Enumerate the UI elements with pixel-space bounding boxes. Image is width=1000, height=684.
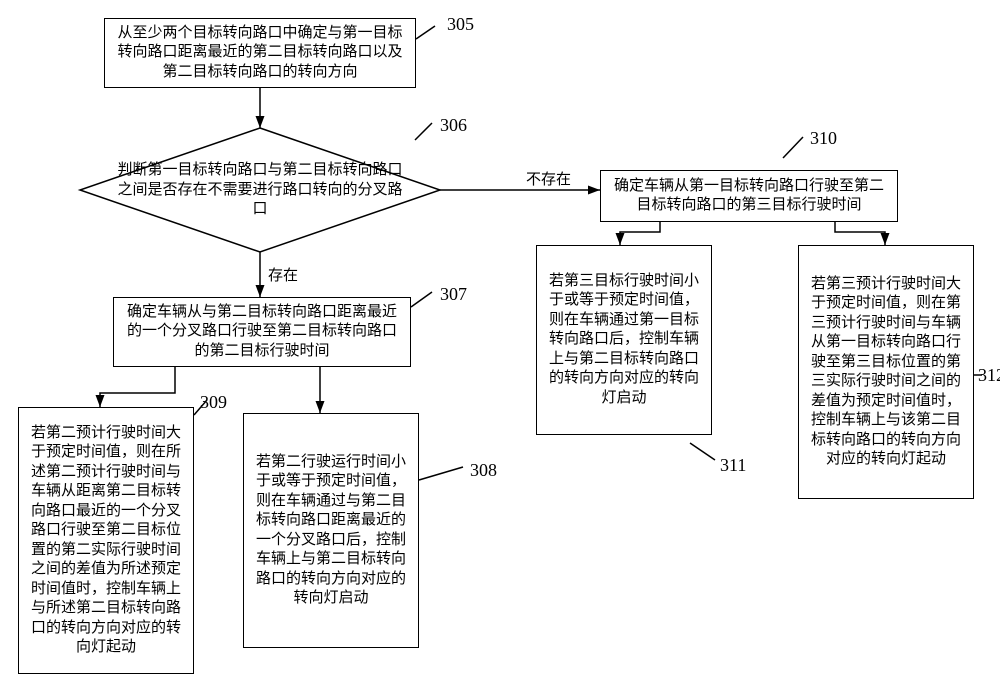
label-311: 311 [720, 455, 746, 476]
edge-3 [100, 367, 175, 407]
edge-9 [411, 292, 432, 307]
node-306-text: 判断第一目标转向路口与第二目标转向路口之间是否存在不需要进行路口转向的分叉路口 [116, 161, 404, 220]
node-307-text: 确定车辆从与第二目标转向路口距离最近的一个分叉路口行驶至第二目标转向路口的第二目… [120, 303, 404, 362]
edge-12 [783, 137, 803, 158]
node-310: 确定车辆从第一目标转向路口行驶至第二目标转向路口的第三目标行驶时间 [600, 170, 898, 222]
label-306: 306 [440, 115, 467, 136]
edge-5 [620, 222, 660, 245]
node-309-text: 若第二预计行驶时间大于预定时间值，则在所述第二预计行驶时间与车辆从距离第二目标转… [25, 424, 187, 658]
node-312: 若第三预计行驶时间大于预定时间值，则在第三预计行驶时间与车辆从第一目标转向路口行… [798, 245, 974, 499]
node-311: 若第三目标行驶时间小于或等于预定时间值，则在车辆通过第一目标转向路口后，控制车辆… [536, 245, 712, 435]
label-307: 307 [440, 284, 467, 305]
label-309: 309 [200, 392, 227, 413]
edge-6 [835, 222, 885, 245]
node-308: 若第二行驶运行时间小于或等于预定时间值，则在车辆通过与第二目标转向路口距离最近的… [243, 413, 419, 648]
node-307: 确定车辆从与第二目标转向路口距离最近的一个分叉路口行驶至第二目标转向路口的第二目… [113, 297, 411, 367]
node-305-text: 从至少两个目标转向路口中确定与第一目标转向路口距离最近的第二目标转向路口以及第二… [111, 24, 409, 83]
node-305: 从至少两个目标转向路口中确定与第一目标转向路口距离最近的第二目标转向路口以及第二… [104, 18, 416, 88]
label-notexists: 不存在 [526, 168, 571, 189]
node-310-text: 确定车辆从第一目标转向路口行驶至第二目标转向路口的第三目标行驶时间 [607, 177, 891, 216]
node-309: 若第二预计行驶时间大于预定时间值，则在所述第二预计行驶时间与车辆从距离第二目标转… [18, 407, 194, 674]
edge-7 [416, 26, 435, 39]
edge-13 [690, 443, 715, 460]
label-310: 310 [810, 128, 837, 149]
label-305: 305 [447, 14, 474, 35]
label-exists: 存在 [268, 264, 298, 285]
node-308-text: 若第二行驶运行时间小于或等于预定时间值，则在车辆通过与第二目标转向路口距离最近的… [250, 453, 412, 609]
node-311-text: 若第三目标行驶时间小于或等于预定时间值，则在车辆通过第一目标转向路口后，控制车辆… [543, 272, 705, 409]
label-308: 308 [470, 460, 497, 481]
node-312-text: 若第三预计行驶时间大于预定时间值，则在第三预计行驶时间与车辆从第一目标转向路口行… [805, 275, 967, 470]
label-312: 312 [978, 365, 1000, 386]
edge-11 [419, 467, 463, 480]
